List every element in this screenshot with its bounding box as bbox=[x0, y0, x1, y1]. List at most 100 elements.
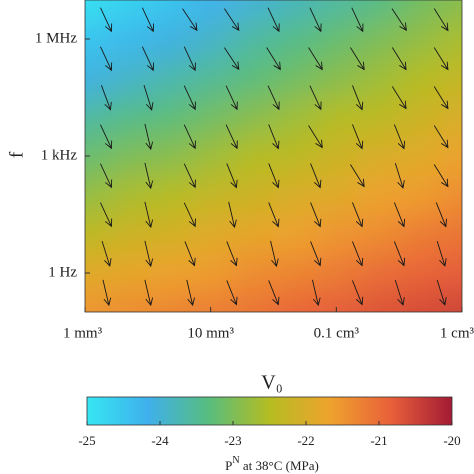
arrow bbox=[226, 241, 238, 267]
heat-cell bbox=[315, 253, 359, 294]
arrow bbox=[266, 47, 281, 71]
arrow bbox=[436, 279, 447, 306]
heat-cell bbox=[441, 136, 462, 177]
heat-cell bbox=[85, 58, 107, 99]
arrow bbox=[312, 279, 321, 307]
heat-cell bbox=[147, 58, 191, 99]
arrow bbox=[144, 123, 154, 151]
heat-cell bbox=[399, 214, 443, 255]
arrow bbox=[144, 162, 154, 190]
colorbar-label-rest: at 38°C (MPa) bbox=[240, 458, 319, 473]
heat-cell bbox=[105, 253, 149, 294]
heat-cell bbox=[441, 58, 462, 99]
arrow bbox=[350, 47, 365, 71]
arrow bbox=[144, 240, 154, 268]
arrow bbox=[224, 47, 240, 71]
y-tick-label: 1 MHz bbox=[35, 30, 77, 46]
heat-cell bbox=[357, 136, 401, 177]
heat-cell bbox=[273, 214, 317, 255]
heat-cell bbox=[399, 136, 443, 177]
arrow bbox=[308, 125, 323, 149]
arrow bbox=[144, 279, 154, 307]
arrow bbox=[350, 164, 365, 188]
heat-cell bbox=[85, 97, 107, 138]
arrow bbox=[225, 85, 238, 111]
heat-cell bbox=[399, 58, 443, 99]
arrow bbox=[391, 47, 407, 71]
arrow bbox=[393, 124, 406, 150]
arrow bbox=[309, 85, 322, 111]
heat-cell bbox=[105, 292, 149, 312]
colorbar-tick-label: -23 bbox=[224, 433, 241, 448]
arrow bbox=[352, 280, 364, 306]
arrow bbox=[394, 279, 405, 306]
x-tick-label: 1 mm³ bbox=[63, 325, 103, 341]
heat-cell bbox=[85, 253, 107, 294]
heat-cell bbox=[231, 58, 275, 99]
heat-cell bbox=[147, 0, 191, 21]
arrow bbox=[394, 162, 405, 189]
heat-cell bbox=[273, 58, 317, 99]
arrow bbox=[183, 46, 196, 72]
heat-cell bbox=[357, 214, 401, 255]
arrow bbox=[268, 124, 280, 150]
heat-cell bbox=[189, 0, 233, 21]
heat-cell bbox=[441, 0, 462, 21]
arrow bbox=[226, 163, 238, 189]
heat-cell bbox=[273, 136, 317, 177]
heat-cell bbox=[273, 175, 317, 216]
heat-cell bbox=[231, 0, 275, 21]
arrow bbox=[183, 163, 196, 189]
heat-cell bbox=[357, 175, 401, 216]
arrow bbox=[100, 124, 113, 150]
arrow bbox=[310, 163, 322, 189]
heat-cell bbox=[231, 214, 275, 255]
arrow bbox=[433, 8, 449, 32]
heat-cell bbox=[399, 175, 443, 216]
heat-cell bbox=[231, 97, 275, 138]
arrow bbox=[226, 280, 238, 306]
heat-cell bbox=[399, 0, 443, 21]
heat-cell bbox=[399, 19, 443, 60]
colorbar-label: PN at 38°C (MPa) bbox=[225, 455, 319, 473]
heat-cell bbox=[441, 253, 462, 294]
arrow bbox=[393, 202, 406, 228]
arrow bbox=[435, 202, 447, 228]
arrow bbox=[183, 202, 196, 228]
arrow bbox=[100, 202, 113, 228]
heatmap bbox=[85, 0, 462, 312]
heat-cell bbox=[231, 292, 275, 312]
heat-cell bbox=[315, 136, 359, 177]
heat-cell bbox=[231, 175, 275, 216]
heat-cell bbox=[231, 19, 275, 60]
heat-cell bbox=[147, 214, 191, 255]
axes: 1 mm³ 10 mm³ 0.1 cm³ 1 cm³ 1 Hz 1 kHz 1 MHz bbox=[35, 0, 474, 341]
quiver bbox=[100, 7, 449, 307]
heat-cell bbox=[399, 97, 443, 138]
heat-cell bbox=[147, 175, 191, 216]
x-tick-label: 0.1 cm³ bbox=[314, 325, 360, 341]
heat-cell bbox=[85, 175, 107, 216]
arrow bbox=[144, 201, 154, 229]
heat-cell bbox=[85, 0, 107, 21]
arrow bbox=[268, 280, 280, 306]
heat-cell bbox=[399, 253, 443, 294]
heat-cell bbox=[273, 0, 317, 21]
heat-cell bbox=[231, 253, 275, 294]
arrow bbox=[270, 240, 279, 268]
arrow bbox=[310, 202, 322, 228]
x-tick-label: 1 cm³ bbox=[440, 325, 474, 341]
heat-cell bbox=[189, 97, 233, 138]
x-tick-label: 10 mm³ bbox=[187, 325, 234, 341]
arrow bbox=[433, 125, 449, 149]
heat-cell bbox=[189, 58, 233, 99]
arrow bbox=[391, 86, 407, 110]
arrow bbox=[310, 241, 322, 267]
colorbar-label-base: P bbox=[225, 458, 232, 473]
arrow bbox=[183, 124, 196, 150]
heat-cell bbox=[147, 97, 191, 138]
colorbar-tick-label: -24 bbox=[151, 433, 169, 448]
arrow bbox=[309, 7, 322, 33]
arrow bbox=[100, 163, 113, 189]
